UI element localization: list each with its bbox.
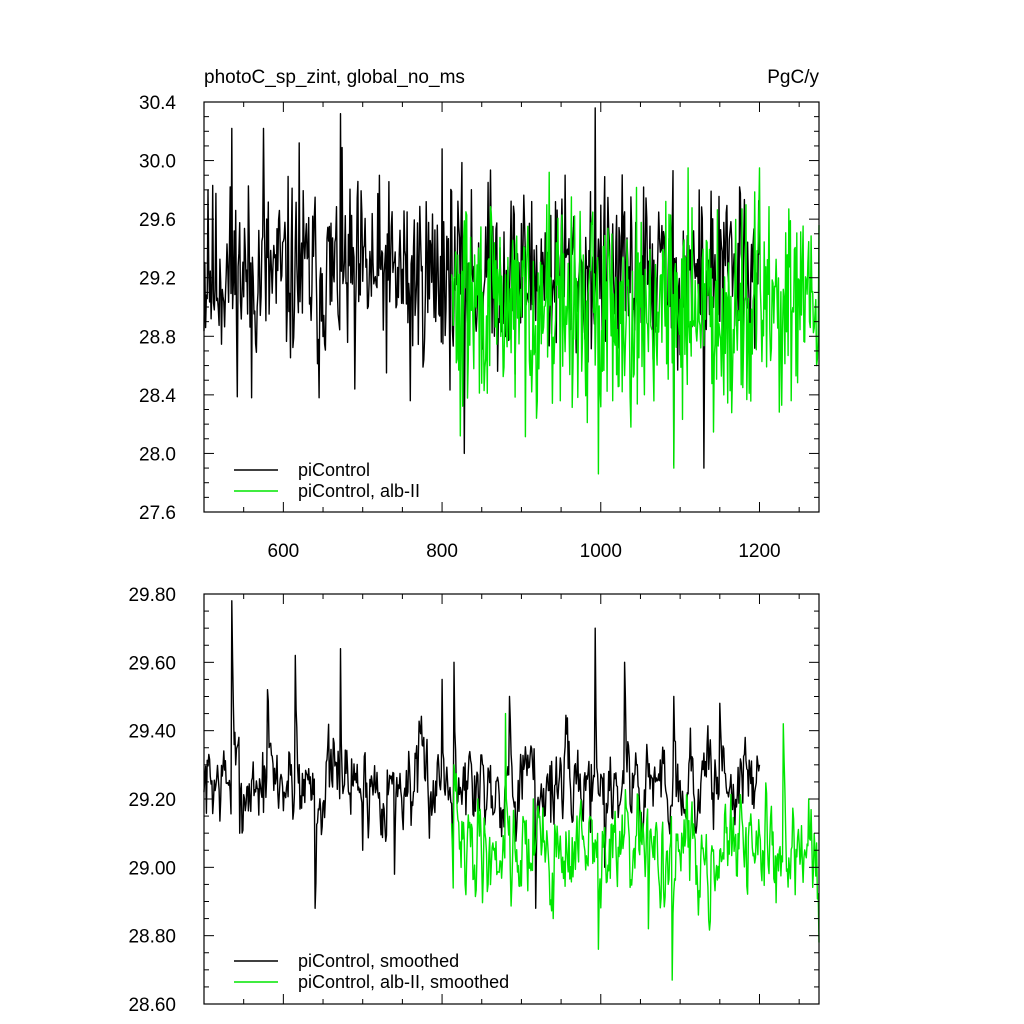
y-tick-label: 29.20 [128, 790, 176, 811]
y-tick-label: 28.4 [139, 386, 176, 407]
x-tick-label: 600 [268, 541, 300, 562]
y-tick-label: 29.40 [128, 722, 176, 743]
y-tick-label: 27.6 [139, 503, 176, 524]
bottom-plot: 28.60 28.80 29.00 29.20 29.40 29.60 29.80 piCo… [128, 585, 820, 1016]
bottom-plot-lines [203, 600, 820, 981]
x-tick-label: 800 [426, 541, 458, 562]
top-plot: photoC_sp_zint, global_no_ms PgC/y 600 80… [139, 67, 820, 562]
y-tick-label: 28.80 [128, 927, 176, 948]
y-tick-label: 29.80 [128, 585, 176, 606]
y-tick-label: 30.4 [139, 93, 176, 114]
bottom-plot-frame [203, 593, 820, 1005]
series-line-1 [450, 712, 820, 981]
y-tick-label: 29.2 [139, 269, 176, 290]
top-plot-lines [203, 107, 820, 475]
series-line-1 [450, 167, 820, 475]
y-tick-label: 29.60 [128, 653, 176, 674]
y-tick-label: 29.6 [139, 210, 176, 231]
legend-label-alb-ii: piControl, alb-II [298, 481, 420, 501]
x-tick-label: 1200 [738, 541, 780, 562]
y-tick-label: 29.00 [128, 858, 176, 879]
bottom-plot-axes: 28.60 28.80 29.00 29.20 29.40 29.60 29.80 [128, 585, 819, 1016]
top-legend: piControl piControl, alb-II [234, 460, 420, 501]
y-tick-label: 28.60 [128, 995, 176, 1016]
x-tick-label: 1000 [580, 541, 622, 562]
legend-label-picontrol-smoothed: piControl, smoothed [298, 951, 459, 971]
series-line-0 [203, 600, 761, 909]
legend-label-alb-ii-smoothed: piControl, alb-II, smoothed [298, 972, 509, 992]
top-plot-axes: 600 800 1000 1200 27.6 28.0 28.4 28.8 29.2 29.6 30… [139, 93, 819, 562]
y-tick-label: 28.8 [139, 327, 176, 348]
plot-title: photoC_sp_zint, global_no_ms [204, 67, 465, 88]
y-tick-label: 30.0 [139, 152, 176, 173]
units-label: PgC/y [767, 67, 819, 88]
legend-label-picontrol: piControl [298, 460, 370, 480]
bottom-legend: piControl, smoothed piControl, alb-II, s… [234, 951, 509, 992]
y-tick-label: 28.0 [139, 444, 176, 465]
